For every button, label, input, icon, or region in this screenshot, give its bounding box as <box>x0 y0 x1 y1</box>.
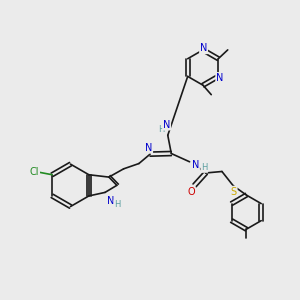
Text: H: H <box>158 125 164 134</box>
Text: O: O <box>187 187 195 197</box>
Text: S: S <box>231 187 237 196</box>
Text: N: N <box>145 142 152 153</box>
Text: N: N <box>216 73 224 83</box>
Text: H: H <box>114 200 121 209</box>
Text: N: N <box>107 196 114 206</box>
Text: Cl: Cl <box>30 167 39 177</box>
Text: N: N <box>192 160 199 170</box>
Text: N: N <box>163 120 170 130</box>
Text: N: N <box>200 44 207 53</box>
Text: H: H <box>201 163 208 172</box>
